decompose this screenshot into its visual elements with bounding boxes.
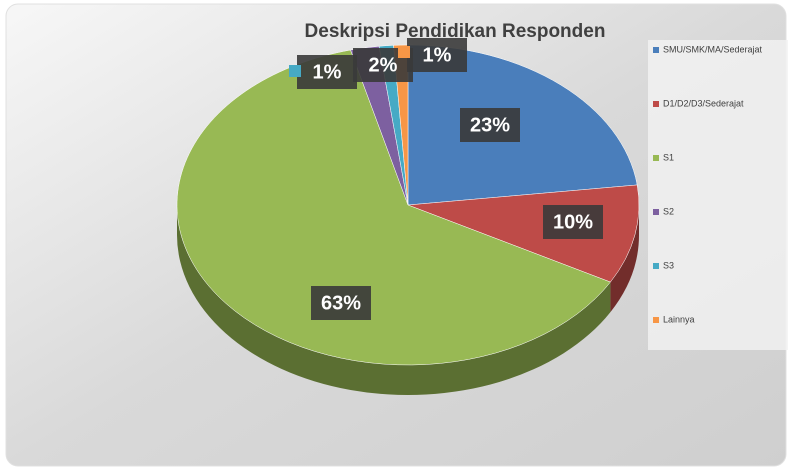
data-label-box	[460, 108, 520, 142]
legend-swatch	[653, 209, 659, 215]
data-label-box	[297, 55, 357, 89]
data-label: 10%	[553, 211, 593, 233]
legend-label: D1/D2/D3/Sederajat	[663, 98, 744, 108]
legend-swatch	[653, 47, 659, 53]
legend-label: S1	[663, 152, 674, 162]
chart-title: Deskripsi Pendidikan Responden	[305, 21, 606, 42]
legend-label: Lainnya	[663, 314, 695, 324]
legend-swatch	[653, 101, 659, 107]
data-label-key	[398, 46, 410, 58]
legend-label: S3	[663, 260, 674, 270]
legend-swatch	[653, 155, 659, 161]
data-label: 1%	[313, 61, 342, 83]
legend-label: SMU/SMK/MA/Sederajat	[663, 44, 763, 54]
data-label: 63%	[321, 292, 361, 314]
data-label-box	[407, 38, 467, 72]
data-label-key	[289, 65, 301, 77]
slice	[176, 49, 611, 366]
data-label-box	[311, 286, 371, 320]
data-label: 2%	[369, 54, 398, 76]
data-label: 1%	[423, 44, 452, 66]
slice-side	[610, 205, 639, 313]
legend-swatch	[653, 317, 659, 323]
pie	[176, 44, 640, 396]
data-label: 23%	[470, 114, 510, 136]
legend-swatch	[653, 263, 659, 269]
legend-label: S2	[663, 206, 674, 216]
slice-side	[177, 205, 611, 396]
data-label-box	[543, 205, 603, 239]
legend-box	[648, 40, 788, 350]
